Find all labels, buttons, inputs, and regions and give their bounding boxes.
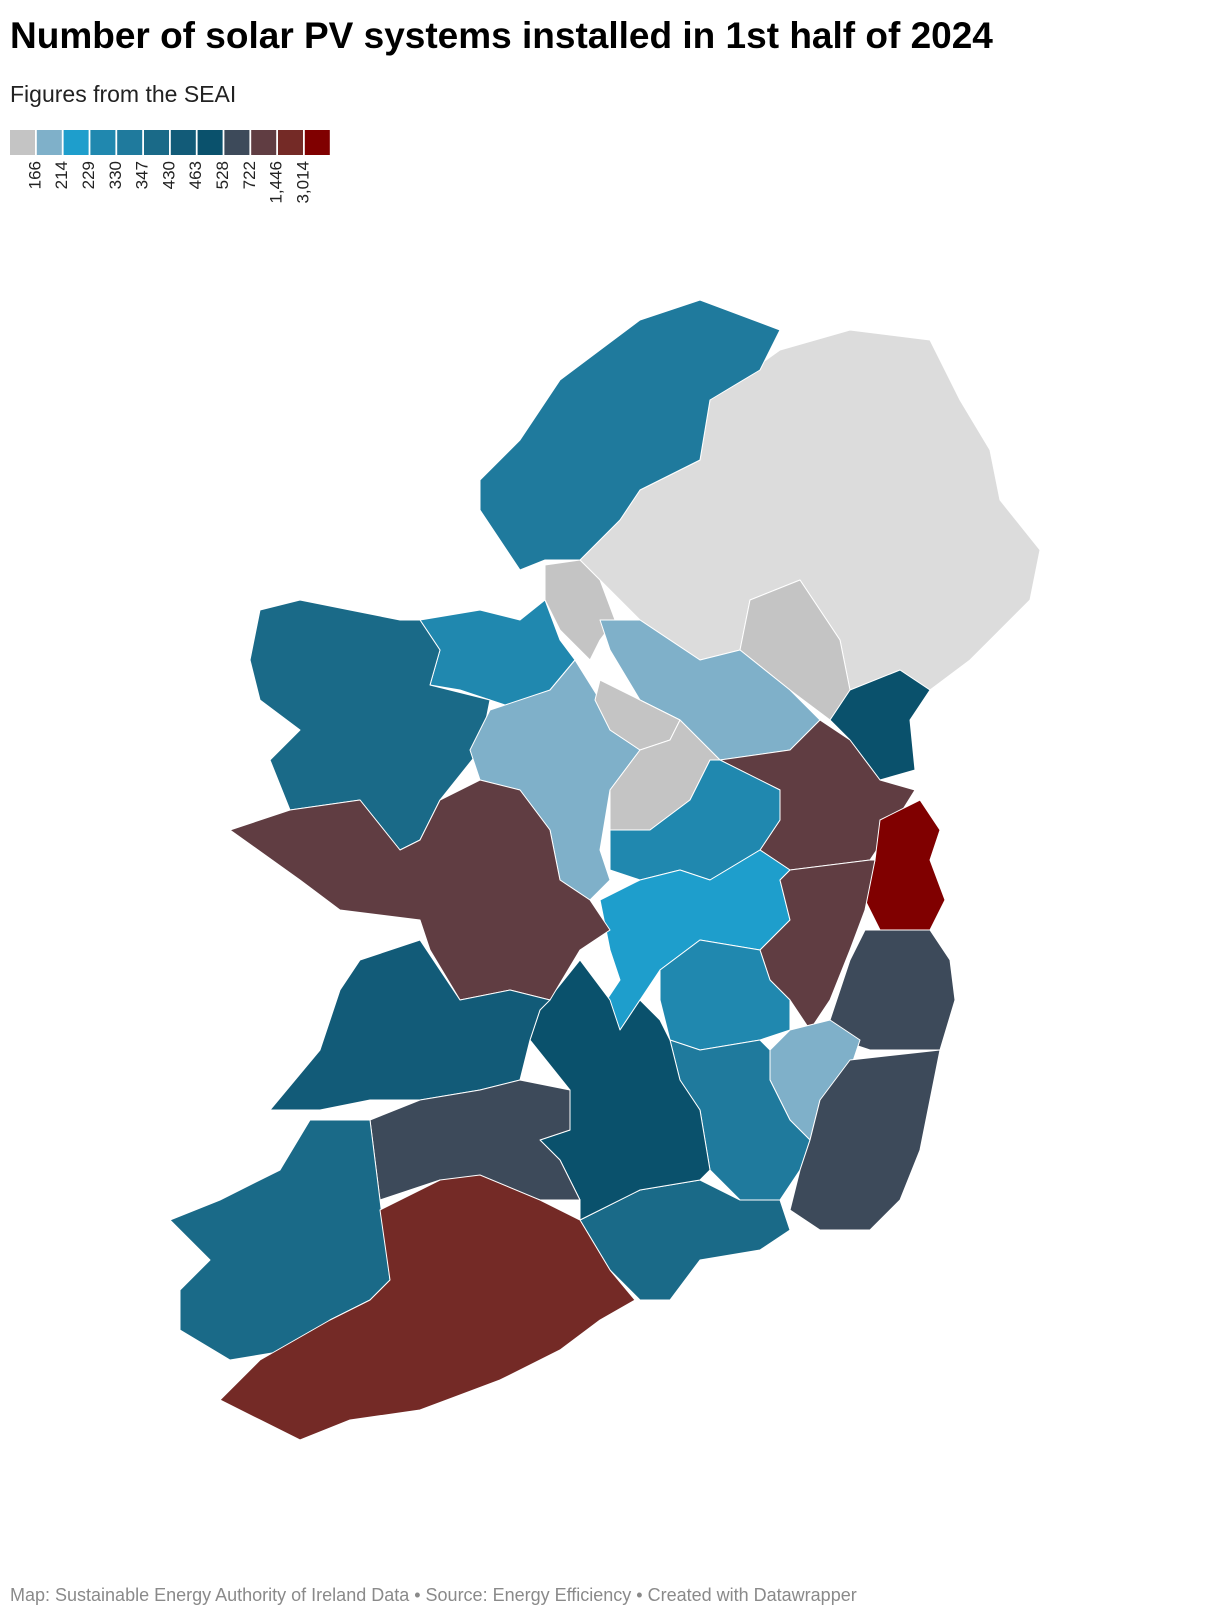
legend-swatch <box>117 130 143 155</box>
legend-tick-label: 528 <box>213 161 232 189</box>
legend-swatch <box>144 130 169 155</box>
map <box>169 299 1041 1441</box>
legend-swatch <box>224 130 250 155</box>
legend-tick-label: 1,446 <box>267 161 286 204</box>
county-cork <box>219 1174 636 1441</box>
legend-swatch <box>63 130 89 155</box>
legend-swatch <box>251 130 277 155</box>
legend-tick-label: 214 <box>52 161 71 189</box>
legend-swatch <box>197 130 223 155</box>
legend-swatch <box>170 130 196 155</box>
legend-tick-label: 166 <box>25 161 44 189</box>
legend-swatch <box>278 130 303 155</box>
county-leitrim <box>544 559 616 661</box>
legend: 166 214 229 330 347 430 463 528 722 1,446 3,014 <box>10 130 330 204</box>
legend-tick-label: 330 <box>106 161 125 189</box>
legend-tick-label: 3,014 <box>293 161 312 204</box>
subtitle: Figures from the SEAI <box>10 81 236 107</box>
title: Number of solar PV systems installed in … <box>10 15 993 56</box>
county-wicklow <box>829 929 956 1051</box>
legend-swatch <box>10 130 35 155</box>
county-donegal <box>479 299 781 571</box>
county-wexford <box>789 1049 941 1231</box>
legend-tick-label: 722 <box>240 161 259 189</box>
legend-tick-label: 463 <box>186 161 205 189</box>
legend-swatch <box>36 130 62 155</box>
county-galway <box>229 779 611 1001</box>
legend-tick-label: 229 <box>79 161 98 189</box>
legend-swatch <box>304 130 330 155</box>
legend-tick-label: 430 <box>159 161 178 189</box>
legend-swatch <box>90 130 116 155</box>
county-louth <box>829 669 931 781</box>
legend-tick-label: 347 <box>133 161 152 189</box>
footer: Map: Sustainable Energy Authority of Ire… <box>10 1585 857 1605</box>
